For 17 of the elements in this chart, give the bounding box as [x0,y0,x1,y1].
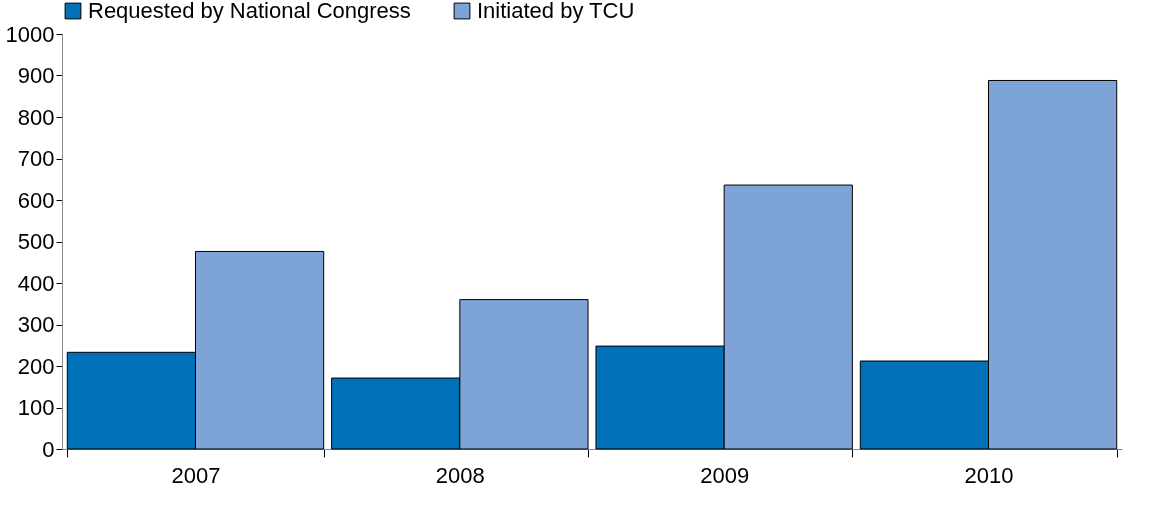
legend-label: Initiated by TCU [477,0,635,23]
y-tick-label: 700 [17,146,55,171]
y-tick-label: 0 [42,436,55,462]
y-tick-label: 100 [17,395,55,420]
y-tick-label: 300 [17,312,55,337]
y-tick-label: 200 [17,353,55,379]
legend-label: Requested by National Congress [88,0,411,23]
y-tick-label: 400 [17,270,55,296]
x-tick-label: 2008 [435,462,485,488]
x-tick-label: 2009 [700,462,750,488]
y-tick-label: 1000 [5,21,55,47]
y-tick-label: 600 [17,187,55,213]
x-tick-label: 2010 [964,462,1014,488]
x-tick-label: 2007 [171,462,221,488]
y-tick-label: 800 [17,104,55,130]
y-tick-label: 500 [17,229,55,254]
y-tick-label: 900 [17,63,55,88]
